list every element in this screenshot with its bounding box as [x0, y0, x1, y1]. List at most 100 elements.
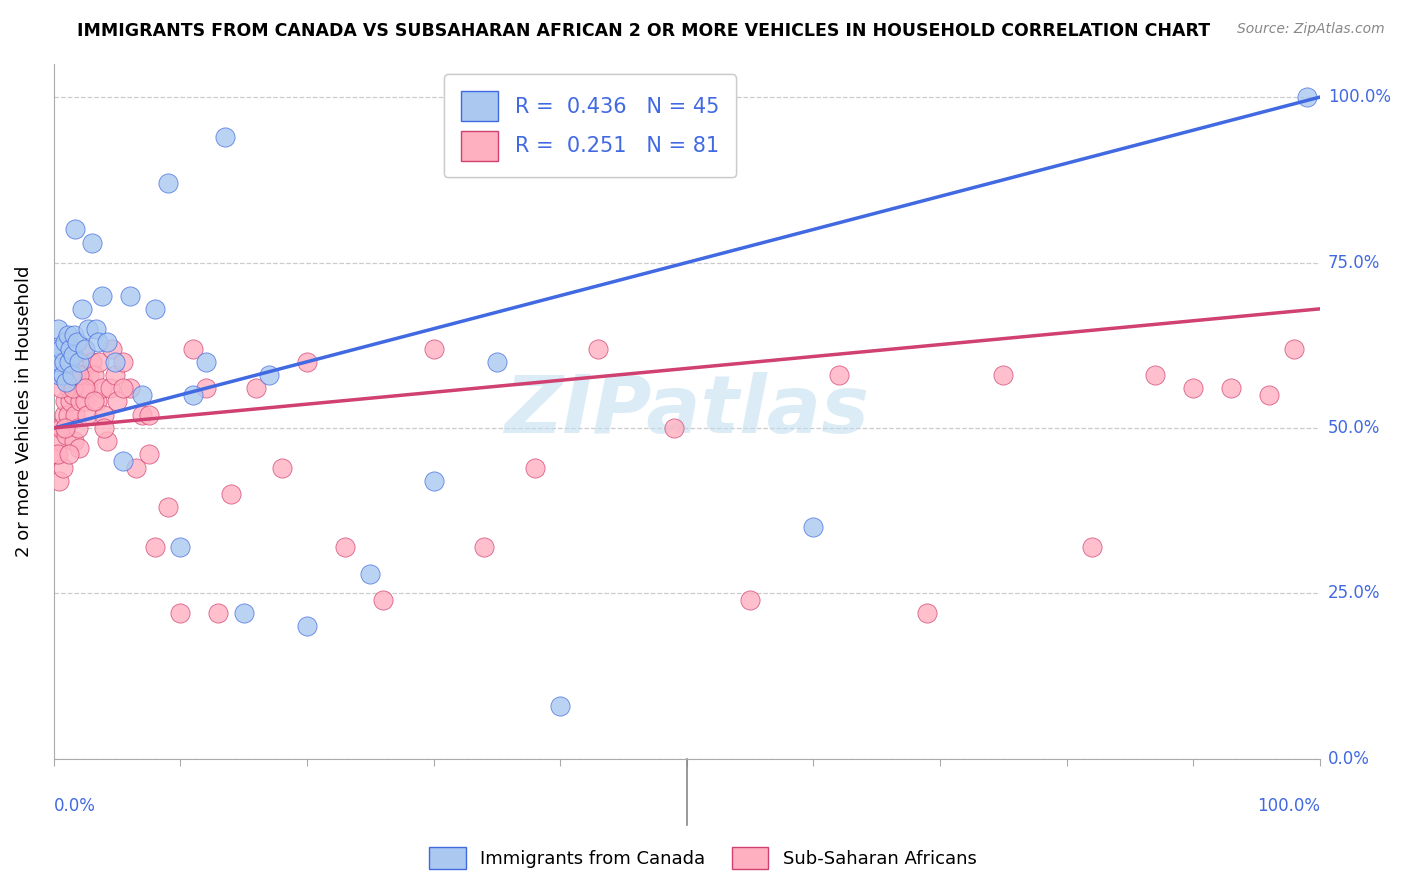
- Point: [207, 606, 229, 620]
- Point: [62, 388, 84, 402]
- Legend: Immigrants from Canada, Sub-Saharan Africans: Immigrants from Canada, Sub-Saharan Afri…: [422, 839, 984, 876]
- Point: [59, 394, 82, 409]
- Point: [1144, 368, 1167, 382]
- Point: [993, 368, 1015, 382]
- Point: [96, 434, 118, 449]
- Point: [62, 381, 84, 395]
- Point: [77, 381, 100, 395]
- Point: [112, 454, 135, 468]
- Point: [53, 334, 76, 349]
- Point: [67, 355, 90, 369]
- Point: [86, 394, 108, 409]
- Point: [58, 355, 80, 369]
- Point: [104, 355, 127, 369]
- Point: [1296, 90, 1319, 104]
- Legend: R =  0.436   N = 45, R =  0.251   N = 81: R = 0.436 N = 45, R = 0.251 N = 81: [444, 74, 735, 178]
- Point: [48, 474, 70, 488]
- Point: [80, 355, 103, 369]
- Point: [56, 408, 79, 422]
- Point: [46, 447, 69, 461]
- Point: [52, 460, 75, 475]
- Point: [1284, 342, 1306, 356]
- Point: [91, 288, 114, 302]
- Point: [105, 394, 128, 409]
- Point: [359, 566, 381, 581]
- Point: [232, 606, 254, 620]
- Point: [73, 342, 96, 356]
- Point: [548, 698, 571, 713]
- Point: [52, 408, 75, 422]
- Point: [586, 342, 609, 356]
- Point: [245, 381, 267, 395]
- Point: [96, 334, 118, 349]
- Point: [422, 342, 444, 356]
- Point: [1182, 381, 1205, 395]
- Point: [80, 235, 103, 250]
- Point: [131, 388, 153, 402]
- Point: [46, 322, 69, 336]
- Point: [75, 394, 97, 409]
- Point: [55, 375, 77, 389]
- Point: [70, 301, 93, 316]
- Point: [194, 381, 217, 395]
- Point: [49, 355, 72, 369]
- Point: [75, 342, 97, 356]
- Point: [48, 368, 70, 382]
- Point: [118, 381, 141, 395]
- Point: [52, 368, 75, 382]
- Point: [1081, 540, 1104, 554]
- Point: [59, 342, 82, 356]
- Point: [49, 434, 72, 449]
- Point: [84, 322, 107, 336]
- Point: [45, 447, 67, 461]
- Point: [69, 394, 91, 409]
- Point: [523, 460, 546, 475]
- Point: [143, 301, 166, 316]
- Point: [46, 421, 69, 435]
- Point: [270, 460, 292, 475]
- Text: Source: ZipAtlas.com: Source: ZipAtlas.com: [1237, 22, 1385, 37]
- Point: [75, 381, 97, 395]
- Point: [89, 355, 111, 369]
- Point: [72, 381, 94, 395]
- Point: [738, 593, 761, 607]
- Point: [51, 342, 73, 356]
- Text: IMMIGRANTS FROM CANADA VS SUBSAHARAN AFRICAN 2 OR MORE VEHICLES IN HOUSEHOLD COR: IMMIGRANTS FROM CANADA VS SUBSAHARAN AFR…: [77, 22, 1211, 40]
- Point: [93, 408, 115, 422]
- Text: 100.0%: 100.0%: [1257, 797, 1320, 815]
- Point: [125, 460, 148, 475]
- Point: [66, 421, 89, 435]
- Point: [219, 487, 242, 501]
- Point: [917, 606, 939, 620]
- Point: [51, 421, 73, 435]
- Point: [65, 408, 87, 422]
- Point: [295, 355, 318, 369]
- Point: [58, 381, 80, 395]
- Text: ZIPatlas: ZIPatlas: [505, 373, 869, 450]
- Point: [257, 368, 280, 382]
- Point: [87, 334, 110, 349]
- Point: [60, 368, 83, 382]
- Point: [67, 441, 90, 455]
- Point: [194, 355, 217, 369]
- Point: [143, 540, 166, 554]
- Point: [138, 408, 160, 422]
- Point: [77, 368, 100, 382]
- Point: [118, 288, 141, 302]
- Point: [214, 129, 236, 144]
- Point: [65, 361, 87, 376]
- Point: [1258, 388, 1281, 402]
- Text: 25.0%: 25.0%: [1329, 584, 1381, 602]
- Point: [371, 593, 394, 607]
- Point: [63, 328, 86, 343]
- Point: [801, 520, 824, 534]
- Point: [112, 355, 135, 369]
- Point: [112, 381, 135, 395]
- Point: [53, 394, 76, 409]
- Point: [83, 368, 105, 382]
- Point: [295, 619, 318, 633]
- Point: [77, 322, 100, 336]
- Point: [98, 381, 121, 395]
- Point: [662, 421, 685, 435]
- Point: [76, 408, 98, 422]
